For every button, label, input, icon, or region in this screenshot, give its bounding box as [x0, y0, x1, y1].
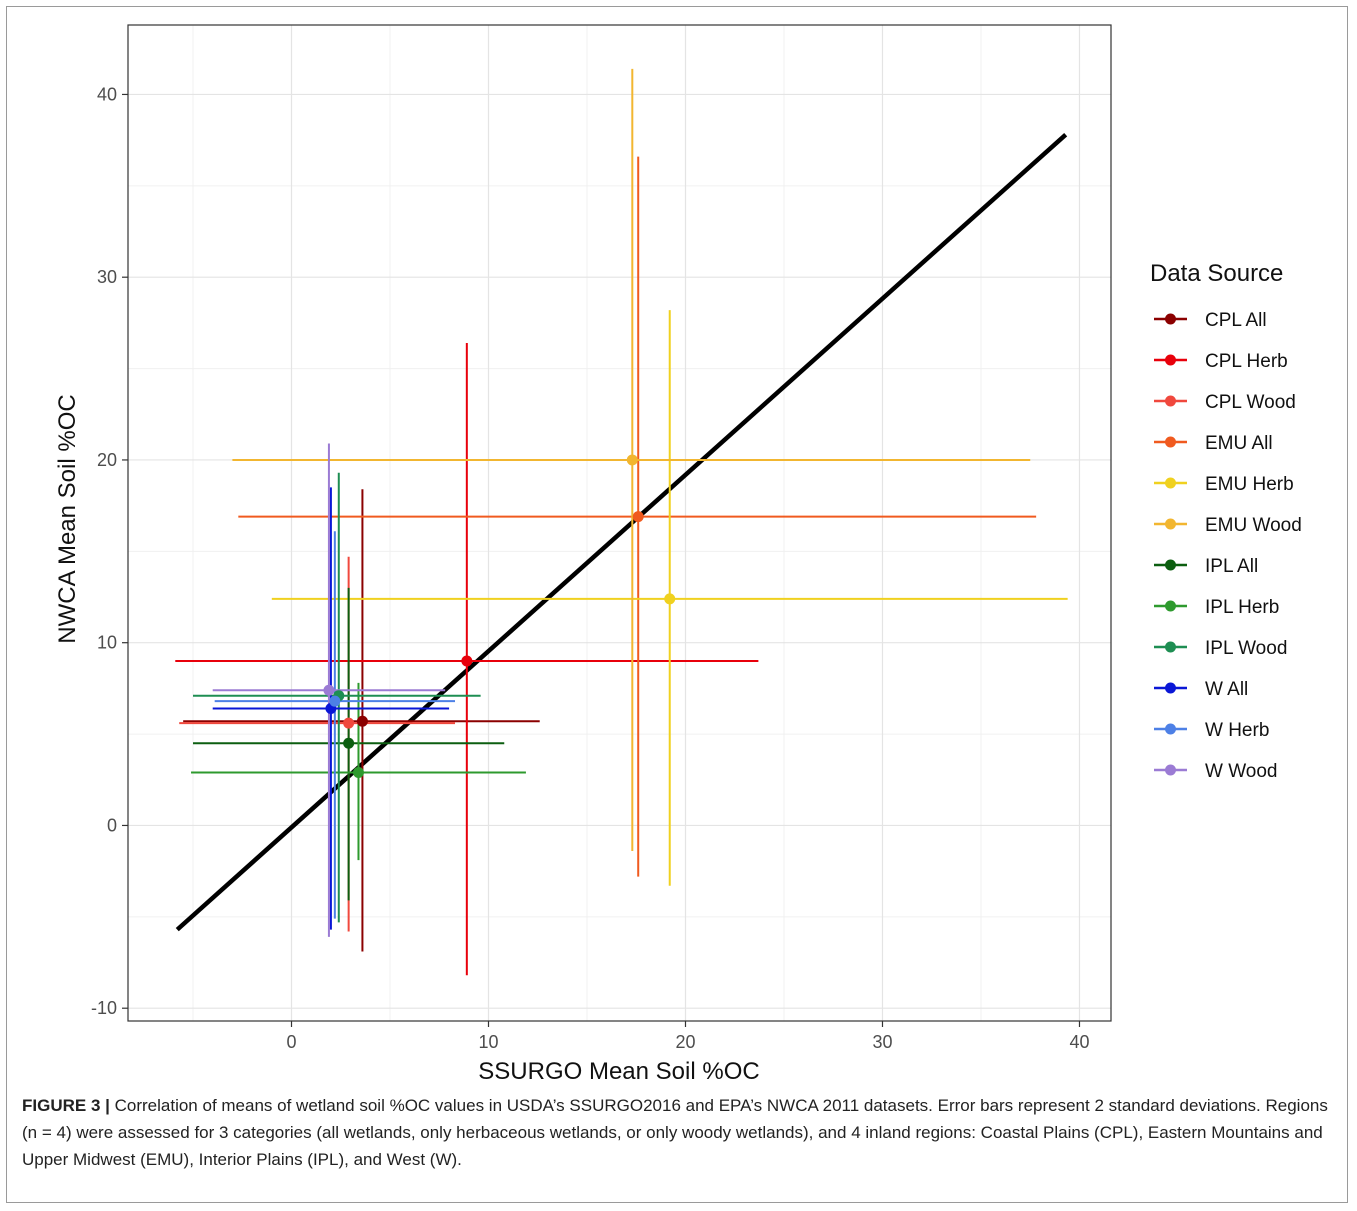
legend-key-marker — [1165, 559, 1176, 571]
caption-text: Correlation of means of wetland soil %OC… — [22, 1096, 1328, 1169]
legend-key-marker — [1165, 600, 1176, 612]
scatter-chart: 0 10 20 30 40 -10 0 10 20 30 40 SSURGO Mean Soil %… — [54, 24, 1302, 1085]
grid — [128, 25, 1111, 1021]
legend-label: W Wood — [1205, 761, 1278, 782]
data-point — [626, 454, 638, 466]
y-tick-label: 40 — [97, 84, 117, 104]
x-tick-label: 30 — [872, 1032, 892, 1052]
legend-label: IPL Wood — [1205, 638, 1287, 659]
data-point — [632, 511, 644, 523]
data-point — [664, 593, 676, 605]
legend: Data Source CPL All CPL Herb CPL Wood EMU A… — [1150, 260, 1302, 782]
axes: 0 10 20 30 40 -10 0 10 20 30 40 — [91, 84, 1090, 1052]
data-point — [352, 766, 364, 778]
error-bars — [175, 68, 1068, 976]
legend-key-marker — [1165, 764, 1176, 776]
legend-label: CPL All — [1205, 310, 1267, 331]
legend-key-marker — [1165, 436, 1176, 448]
y-tick-label: 10 — [97, 633, 117, 653]
legend-key-marker — [1165, 723, 1176, 735]
reference-line-layer — [175, 132, 1068, 932]
legend-label: CPL Herb — [1205, 351, 1288, 372]
y-tick-label: 30 — [97, 267, 117, 287]
y-axis-title: NWCA Mean Soil %OC — [54, 394, 81, 643]
caption-label: FIGURE 3 | — [22, 1096, 110, 1115]
x-tick-label: 40 — [1069, 1032, 1089, 1052]
data-point — [343, 717, 355, 729]
x-tick-label: 0 — [286, 1032, 296, 1052]
legend-label: W Herb — [1205, 720, 1269, 741]
data-point — [343, 737, 355, 749]
data-points — [323, 454, 676, 778]
legend-label: IPL All — [1205, 556, 1258, 577]
legend-key-marker — [1165, 477, 1176, 489]
legend-title: Data Source — [1150, 260, 1283, 287]
figure-frame — [6, 6, 1348, 1203]
y-tick-label: 0 — [107, 815, 117, 835]
y-tick-label: -10 — [91, 998, 117, 1018]
data-point — [356, 715, 368, 727]
legend-key-marker — [1165, 354, 1176, 366]
legend-label: IPL Herb — [1205, 597, 1279, 618]
legend-key-marker — [1165, 313, 1176, 325]
one-to-one-line — [175, 132, 1068, 932]
x-tick-label: 10 — [478, 1032, 498, 1052]
legend-label: CPL Wood — [1205, 392, 1296, 413]
legend-key-marker — [1165, 395, 1176, 407]
legend-label: EMU Herb — [1205, 474, 1294, 495]
y-tick-label: 20 — [97, 450, 117, 470]
legend-label: W All — [1205, 679, 1248, 700]
legend-label: EMU All — [1205, 433, 1273, 454]
legend-key-marker — [1165, 641, 1176, 653]
data-point — [461, 655, 473, 667]
legend-key-marker — [1165, 682, 1176, 694]
data-point — [323, 684, 335, 696]
x-tick-label: 20 — [675, 1032, 695, 1052]
legend-label: EMU Wood — [1205, 515, 1302, 536]
figure-caption: FIGURE 3 | Correlation of means of wetla… — [22, 1092, 1340, 1173]
legend-key-marker — [1165, 518, 1176, 530]
plot-border — [127, 24, 1112, 1022]
data-point — [329, 695, 341, 707]
x-axis-title: SSURGO Mean Soil %OC — [478, 1058, 759, 1085]
